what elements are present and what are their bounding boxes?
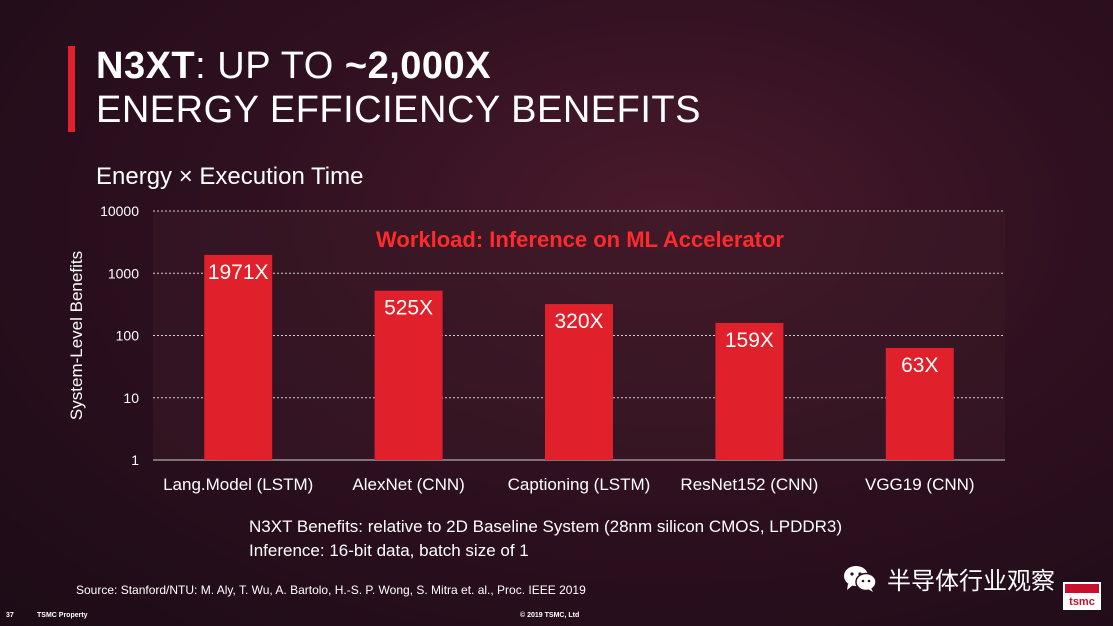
x-tick-label: AlexNet (CNN) (352, 475, 464, 494)
data-label: 320X (554, 310, 603, 333)
wechat-icon (844, 565, 877, 592)
y-tick-label: 1000 (108, 265, 139, 281)
tsmc-logo: tsmc (1063, 582, 1101, 610)
data-label: 63X (901, 354, 938, 377)
bar (374, 290, 443, 460)
y-tick-label: 100 (116, 328, 140, 344)
data-label: 1971X (208, 261, 269, 284)
title-bold-2000x: ~2,000X (344, 45, 492, 87)
data-label: 525X (384, 297, 433, 320)
footer-property: TSMC Property (37, 612, 88, 619)
y-axis-label: System-Level Benefits (67, 251, 86, 420)
title-regular: : UP TO (195, 45, 345, 87)
title-bold-n3xt: N3XT (96, 45, 196, 87)
bar (545, 304, 613, 460)
title-line-2: ENERGY EFFICIENCY BENEFITS (96, 89, 701, 131)
footer-copyright: © 2019 TSMC, Ltd (520, 612, 580, 619)
bar (204, 254, 273, 460)
tsmc-logo-text: tsmc (1069, 596, 1095, 608)
bar (885, 347, 954, 460)
slide-title: N3XT: UP TO ~2,000X ENERGY EFFICIENCY BE… (96, 44, 701, 132)
x-tick-label: Lang.Model (LSTM) (163, 475, 313, 494)
note-line-1: N3XT Benefits: relative to 2D Baseline S… (249, 517, 843, 536)
x-tick-label: VGG19 (CNN) (865, 475, 975, 494)
chart-annotation: Workload: Inference on ML Accelerator (376, 227, 784, 252)
wechat-account-name: 半导体行业观察 (887, 567, 1055, 595)
chart-title: Energy × Execution Time (96, 163, 364, 190)
y-tick-label: 1 (131, 452, 139, 468)
y-tick-label: 10000 (100, 203, 139, 219)
title-line-1: N3XT: UP TO ~2,000X (96, 44, 701, 88)
source-citation: Source: Stanford/NTU: M. Aly, T. Wu, A. … (76, 583, 586, 597)
bar (715, 322, 784, 460)
title-accent-bar (68, 46, 75, 132)
wechat-watermark: 半导体行业观察 (843, 561, 1055, 596)
note-line-2: Inference: 16-bit data, batch size of 1 (249, 541, 529, 560)
x-tick-label: ResNet152 (CNN) (680, 475, 818, 494)
data-label: 159X (725, 329, 774, 352)
x-tick-label: Captioning (LSTM) (508, 475, 651, 494)
page-number: 37 (6, 612, 14, 619)
y-tick-label: 10 (123, 390, 139, 406)
